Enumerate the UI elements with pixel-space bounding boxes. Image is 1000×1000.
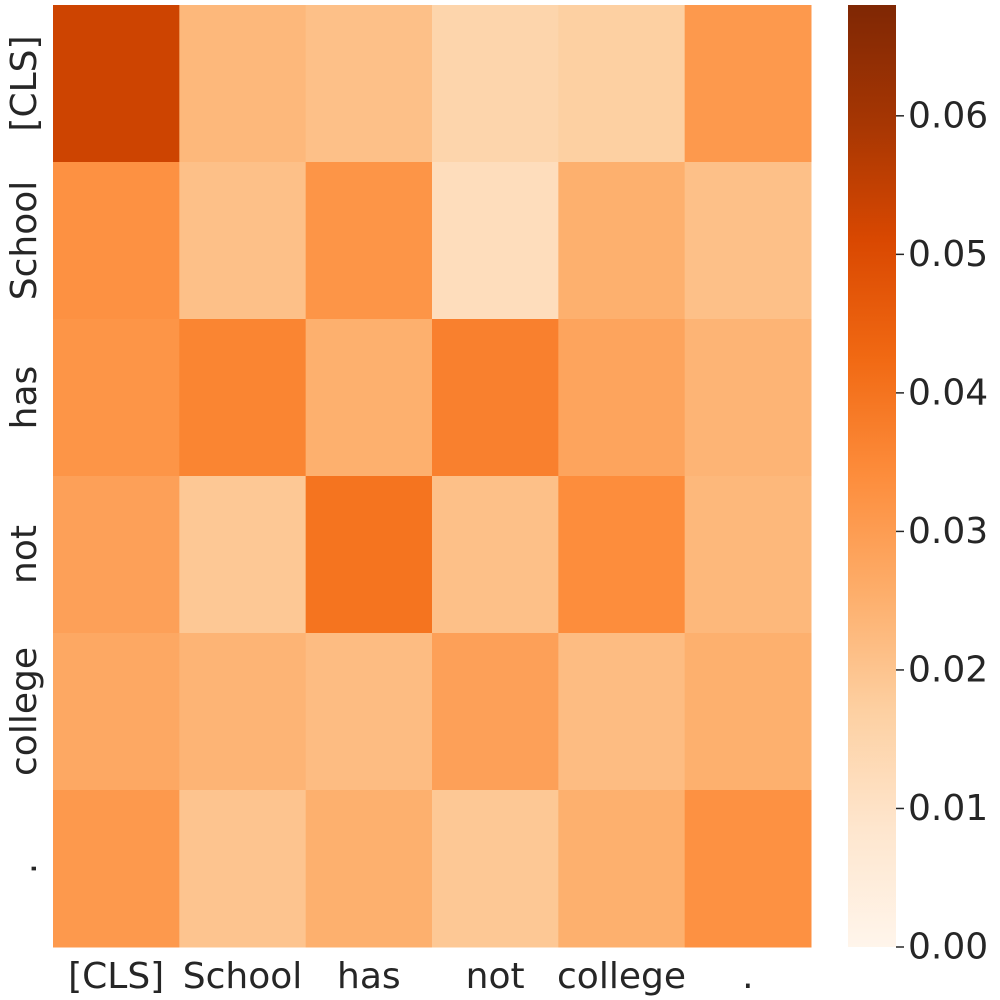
heatmap-cell [53, 633, 180, 791]
x-tick-labels: [CLS] School has not college. [68, 956, 753, 997]
heatmap-cell [684, 633, 812, 791]
heatmap-cell [53, 319, 180, 477]
y-tick-label: . [4, 863, 45, 874]
colorbar-ticks: 0.00 0.01 0.02 0.03 0.04 0.05 0.06 [896, 95, 988, 968]
heatmap-cell [179, 476, 307, 634]
heatmap-cell [305, 633, 433, 791]
colorbar-gradient [848, 5, 896, 947]
heatmap-cell [558, 319, 686, 477]
colorbar-tick-label: 0.05 [908, 234, 988, 275]
y-tick-label: [CLS] [4, 35, 45, 131]
y-tick-label: School [4, 181, 45, 301]
heatmap-cell [558, 162, 686, 320]
heatmap-cell [684, 5, 812, 163]
heatmap-cell [432, 633, 559, 791]
colorbar: 0.00 0.01 0.02 0.03 0.04 0.05 0.06 [848, 5, 988, 968]
x-tick-label: School [183, 956, 303, 997]
heatmap-cell [684, 162, 812, 320]
x-tick-label: . [742, 956, 753, 997]
heatmap-cell [53, 476, 180, 634]
heatmap-cell [432, 476, 559, 634]
y-tick-labels: [CLS] School has not college. [4, 35, 45, 874]
heatmap-cell [432, 5, 559, 163]
heatmap-cell [558, 790, 686, 948]
heatmap-cell [432, 162, 559, 320]
heatmap-cell [179, 790, 307, 948]
y-tick-label: college [4, 647, 45, 776]
colorbar-tick-label: 0.04 [908, 372, 988, 413]
heatmap-cell [432, 319, 559, 477]
heatmap-cell [305, 476, 433, 634]
heatmap-cell [305, 162, 433, 320]
colorbar-tick-label: 0.03 [908, 511, 988, 552]
heatmap-cell [53, 162, 180, 320]
heatmap-cell [53, 5, 180, 163]
x-tick-label: [CLS] [68, 956, 164, 997]
heatmap-cell [558, 633, 686, 791]
x-tick-label: college [557, 956, 686, 997]
colorbar-tick-label: 0.02 [908, 649, 988, 690]
heatmap-cell [179, 162, 307, 320]
heatmap-cell [684, 476, 812, 634]
heatmap-cell [305, 319, 433, 477]
heatmap-cell [53, 790, 180, 948]
heatmap-cell [432, 790, 559, 948]
colorbar-tick-label: 0.01 [908, 788, 988, 829]
heatmap-cell [684, 790, 812, 948]
x-tick-label: has [337, 956, 401, 997]
heatmap-cell [558, 476, 686, 634]
colorbar-tick-label: 0.00 [908, 927, 988, 968]
heatmap-cell [179, 633, 307, 791]
y-tick-label: has [4, 366, 45, 430]
heatmap-cell [179, 5, 307, 163]
colorbar-tick-label: 0.06 [908, 95, 988, 136]
heatmap-cell [305, 5, 433, 163]
heatmap-cells [53, 5, 812, 948]
heatmap-cell [305, 790, 433, 948]
y-tick-label: not [4, 525, 45, 584]
heatmap-cell [684, 319, 812, 477]
heatmap-cell [179, 319, 307, 477]
heatmap-cell [558, 5, 686, 163]
x-tick-label: not [466, 956, 525, 997]
